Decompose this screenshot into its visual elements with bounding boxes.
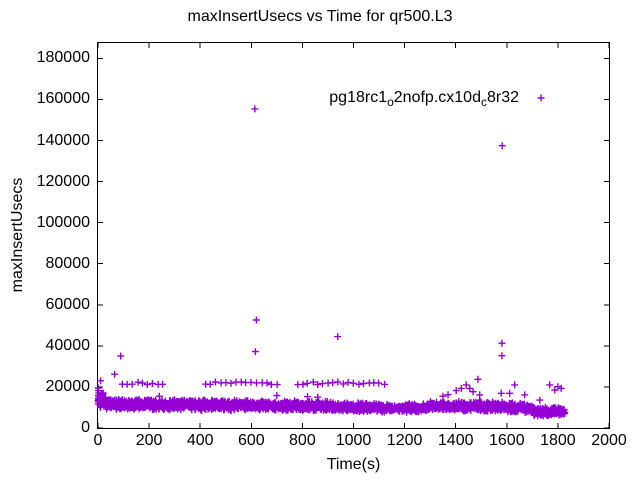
y-tick-label: 0 [81, 419, 90, 436]
legend: pg18rc1o2nofp.cx10dc8r32 [329, 89, 563, 110]
legend-series-label: pg18rc1o2nofp.cx10dc8r32 [329, 89, 519, 110]
legend-label-subscript: c [480, 95, 487, 110]
y-tick-label: 100000 [36, 213, 90, 231]
y-tick-label: 160000 [36, 90, 90, 108]
x-tick-label: 0 [93, 432, 103, 449]
y-axis-title: maxInsertUsecs [9, 177, 26, 293]
y-tick-label: 40000 [45, 336, 91, 354]
plot-canvas [94, 43, 610, 429]
legend-label-subscript: o [387, 95, 394, 110]
axis-tick-marks [97, 43, 610, 429]
scatter-points [94, 105, 569, 420]
y-tick-label: 80000 [45, 254, 91, 272]
x-tick-label: 400 [186, 432, 214, 449]
y-tick-label: 140000 [36, 131, 90, 149]
chart-title: maxInsertUsecs vs Time for qr500.L3 [187, 8, 453, 25]
y-tick-label: 20000 [45, 377, 91, 395]
plot-area: pg18rc1o2nofp.cx10dc8r32 [94, 42, 610, 429]
x-tick-label: 800 [289, 432, 316, 449]
x-tick-label: 2000 [591, 432, 627, 449]
x-tick-label: 200 [135, 432, 163, 449]
y-tick-label: 60000 [45, 295, 91, 313]
x-axis-title: Time(s) [326, 456, 381, 473]
legend-label-text: 2nofp.cx10d [393, 89, 481, 106]
x-tick-label: 1000 [335, 432, 372, 449]
legend-label-text: pg18rc1 [329, 89, 388, 106]
y-tick-label: 180000 [36, 49, 90, 67]
y-tick-label: 120000 [36, 172, 90, 190]
plus-marker-icon [537, 94, 545, 102]
legend-label-text: 8r32 [486, 89, 519, 106]
x-tick-label: 1600 [489, 432, 525, 449]
x-tick-label: 600 [237, 432, 265, 449]
x-tick-label: 1400 [437, 432, 474, 449]
x-tick-label: 1200 [386, 432, 423, 449]
legend-area [519, 89, 563, 107]
x-tick-label: 1800 [540, 432, 576, 449]
